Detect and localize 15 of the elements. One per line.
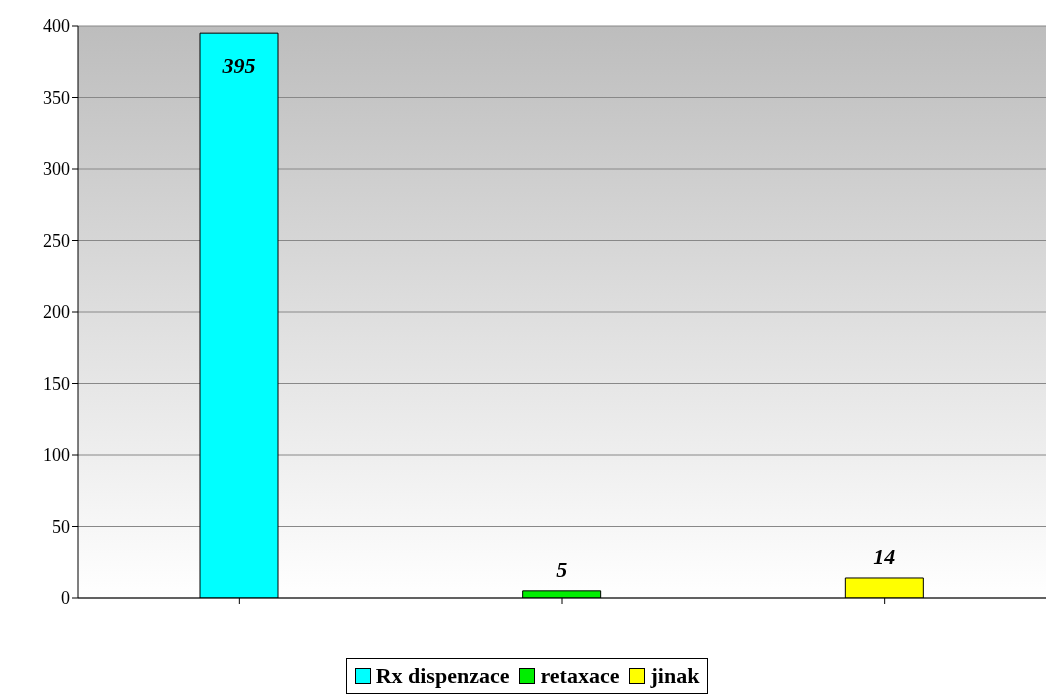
y-tick-label: 150 <box>43 373 70 394</box>
legend-label: retaxace <box>540 663 620 689</box>
data-label: 14 <box>873 543 896 569</box>
y-tick-label: 250 <box>43 230 70 251</box>
legend-label: jinak <box>650 663 700 689</box>
y-tick-label: 400 <box>43 16 70 37</box>
y-tick-label: 50 <box>52 516 70 537</box>
y-tick-label: 100 <box>43 445 70 466</box>
y-tick-label: 300 <box>43 159 70 180</box>
y-tick-label: 0 <box>61 588 70 609</box>
y-tick-label: 200 <box>43 302 70 323</box>
data-label: 395 <box>221 53 256 79</box>
data-label: 5 <box>556 556 568 582</box>
y-tick-label: 350 <box>43 87 70 108</box>
legend-label: Rx dispenzace <box>375 663 510 689</box>
